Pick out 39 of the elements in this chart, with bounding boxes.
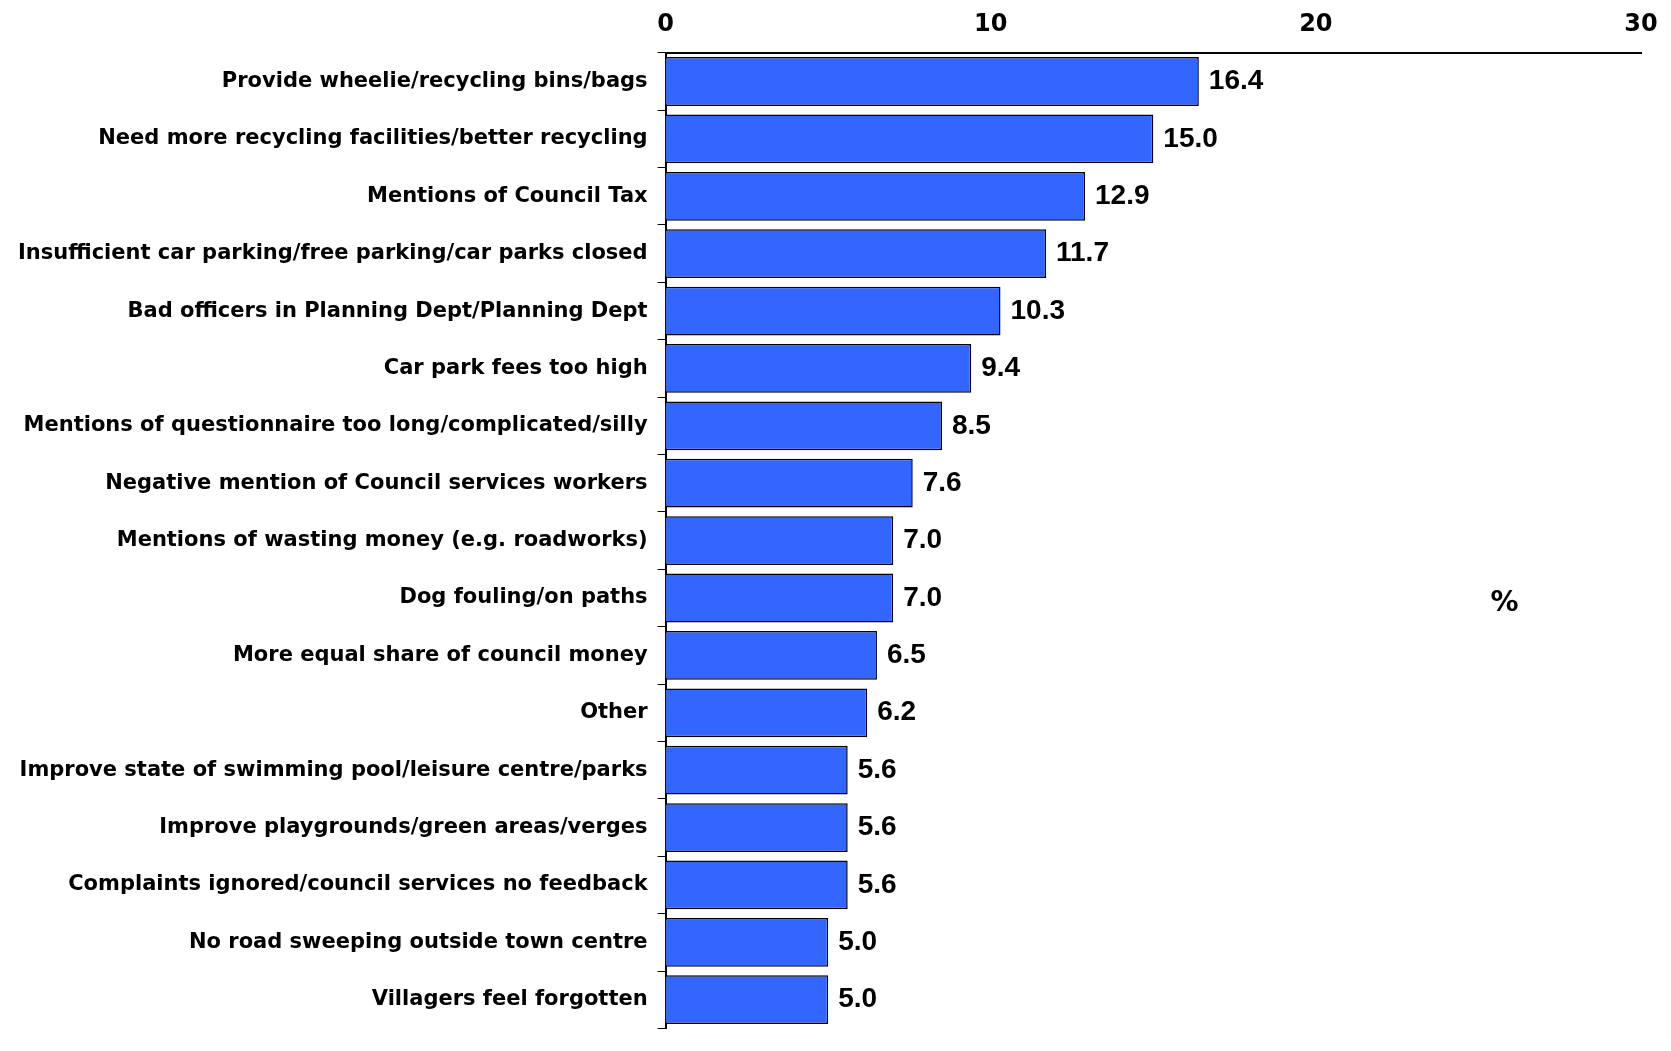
data-label: 5.6 [857,810,897,842]
data-label: 5.0 [838,982,878,1014]
y-tick-label: Need more recycling facilities/better recycling [98,125,648,150]
data-label: 5.0 [838,925,878,957]
data-label: 7.6 [922,465,962,497]
data-label: 5.6 [857,752,897,784]
data-label: 9.4 [981,351,1021,383]
data-label: 16.4 [1208,64,1264,96]
y-tick-label: No road sweeping outside town centre [188,928,648,953]
y-tick-label: More equal share of council money [232,641,648,666]
y-tick-label: Dog fouling/on paths [399,584,648,609]
y-tick-label: Villagers feel forgotten [371,986,648,1011]
y-tick-label: Complaints ignored/council services no feedback [68,871,649,896]
data-label: 10.3 [1010,293,1065,325]
y-tick-label: Negative mention of Council services workers [105,469,648,494]
y-tick-label: Mentions of questionnaire too long/complicated/silly [23,412,648,437]
y-tick-label: Improve state of swimming pool/leisure centre/parks [19,756,648,781]
x-tick-label: 30 [1624,8,1658,37]
x-axis-title: % [1490,585,1519,619]
y-tick-label: Bad officers in Planning Dept/Planning Dept [127,297,648,322]
data-label: 12.9 [1095,178,1150,210]
data-label: 6.2 [877,695,917,727]
x-tick-label: 20 [1299,8,1333,37]
data-label: 6.5 [886,638,926,670]
x-tick-label: 10 [974,8,1008,37]
y-tick-label: Mentions of Council Tax [367,182,649,207]
y-tick-label: Mentions of wasting money (e.g. roadworks) [116,527,648,552]
y-tick-label: Insufficient car parking/free parking/car parks closed [18,240,648,265]
data-label: 15.0 [1163,121,1218,153]
x-tick-label: 0 [657,8,674,37]
data-label: 8.5 [951,408,991,440]
y-tick-label: Provide wheelie/recycling bins/bags [221,67,648,92]
data-label: 5.6 [857,867,897,899]
data-label: 11.7 [1056,236,1109,268]
y-tick-label: Car park fees too high [383,354,648,379]
data-label: 7.0 [903,523,943,555]
y-tick-label: Improve playgrounds/green areas/verges [159,813,648,838]
y-tick-label: Other [580,699,649,724]
data-label: 7.0 [903,580,943,612]
